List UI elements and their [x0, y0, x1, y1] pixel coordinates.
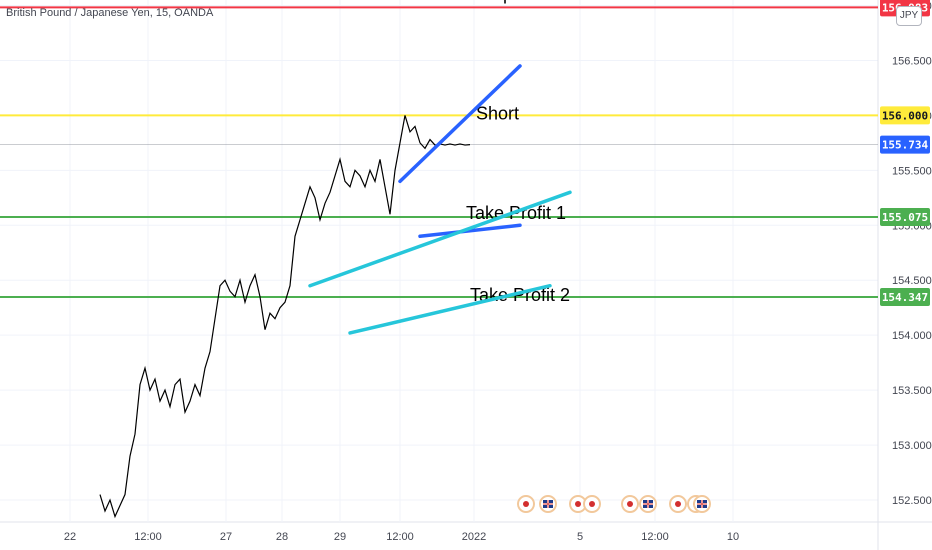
level-annotation: Short: [476, 103, 519, 123]
x-tick-label: 5: [577, 531, 583, 543]
jp-flag-dot: [589, 501, 595, 507]
price-badge-label: 156.000: [882, 109, 928, 122]
x-tick-label: 29: [334, 531, 346, 543]
trendlines[interactable]: [308, 64, 572, 335]
chart-title: British Pound / Japanese Yen, 15, OANDA: [6, 7, 214, 19]
x-tick-label: 22: [64, 531, 76, 543]
x-axis: 22 12:00 27 28 29 12:00 2022 5 12:00 10: [64, 531, 739, 543]
price-badge: [880, 208, 930, 227]
y-tick-label: 156.500: [892, 55, 932, 67]
y-tick-label: 152.500: [892, 495, 932, 507]
price-badge: [880, 135, 930, 154]
level-annotation: Stop loss: [476, 0, 550, 3]
jp-flag-dot: [575, 501, 581, 507]
event-markers[interactable]: [517, 495, 711, 513]
x-tick-label: 28: [276, 531, 288, 543]
price-badge-label: 154.347: [882, 291, 928, 304]
x-tick-label: 10: [727, 531, 739, 543]
jp-flag-dot: [627, 501, 633, 507]
y-tick-label: 153.500: [892, 385, 932, 397]
x-tick-label: 2022: [462, 531, 486, 543]
trendline-upper-channel[interactable]: [398, 64, 522, 184]
price-badge: [880, 106, 930, 125]
trendline-lower-channel-blue[interactable]: [418, 223, 522, 239]
y-axis: 157.000156.500156.000155.500155.000154.5…: [892, 0, 932, 507]
price-badge: [880, 288, 930, 307]
x-tick-label: 12:00: [641, 531, 669, 543]
x-tick-label: 12:00: [134, 531, 162, 543]
y-tick-label: 154.000: [892, 330, 932, 342]
currency-button[interactable]: JPY: [896, 6, 922, 26]
price-series: [99, 115, 471, 519]
y-tick-label: 155.500: [892, 165, 932, 177]
jp-flag-dot: [675, 501, 681, 507]
y-tick-label: 153.000: [892, 440, 932, 452]
x-tick-label: 12:00: [386, 531, 414, 543]
price-badge-label: 155.075: [882, 211, 928, 224]
trendline-cyan-lower[interactable]: [348, 283, 552, 335]
x-tick-label: 27: [220, 531, 232, 543]
price-badge-label: 155.734: [882, 139, 929, 152]
price-levels[interactable]: Stop lossShortTake Profit 1Take Profit 2: [0, 0, 878, 305]
price-line: [99, 115, 471, 519]
jp-flag-dot: [523, 501, 529, 507]
trendline-cyan-upper[interactable]: [308, 190, 572, 288]
y-tick-label: 154.500: [892, 275, 932, 287]
